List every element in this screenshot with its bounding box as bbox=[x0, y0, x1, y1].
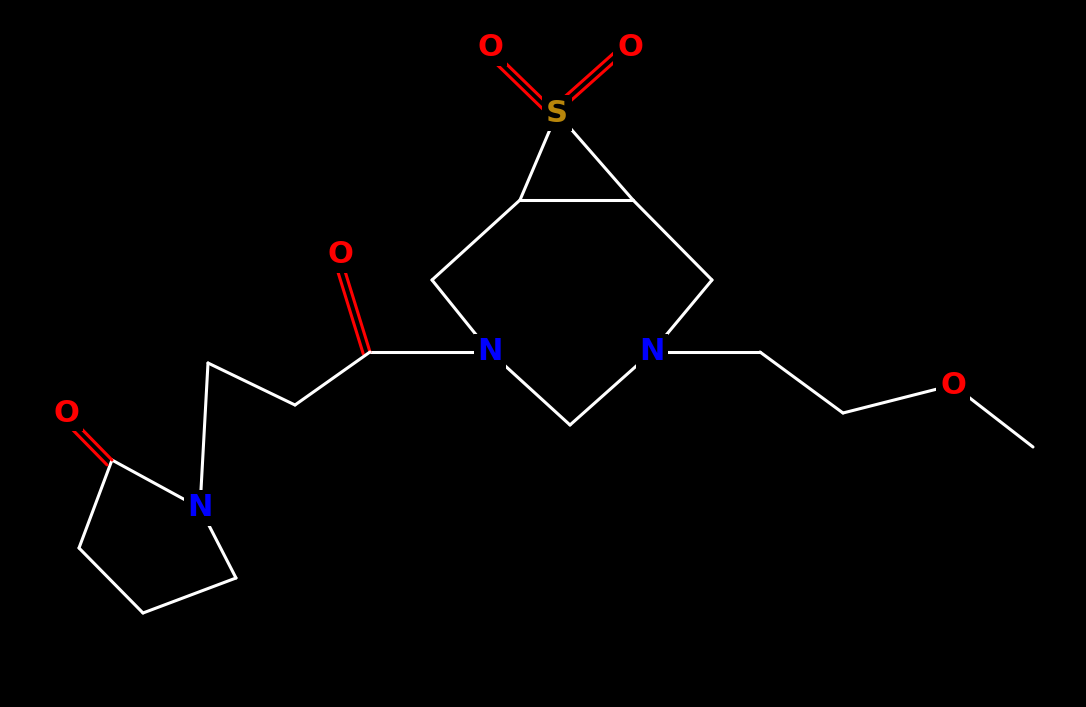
Text: S: S bbox=[546, 98, 568, 127]
Text: N: N bbox=[187, 493, 213, 522]
Text: O: O bbox=[617, 33, 643, 62]
Text: O: O bbox=[327, 240, 353, 269]
Text: O: O bbox=[53, 399, 79, 428]
Text: N: N bbox=[640, 337, 665, 366]
Text: N: N bbox=[478, 337, 503, 366]
Text: O: O bbox=[940, 370, 965, 399]
Text: O: O bbox=[477, 33, 503, 62]
